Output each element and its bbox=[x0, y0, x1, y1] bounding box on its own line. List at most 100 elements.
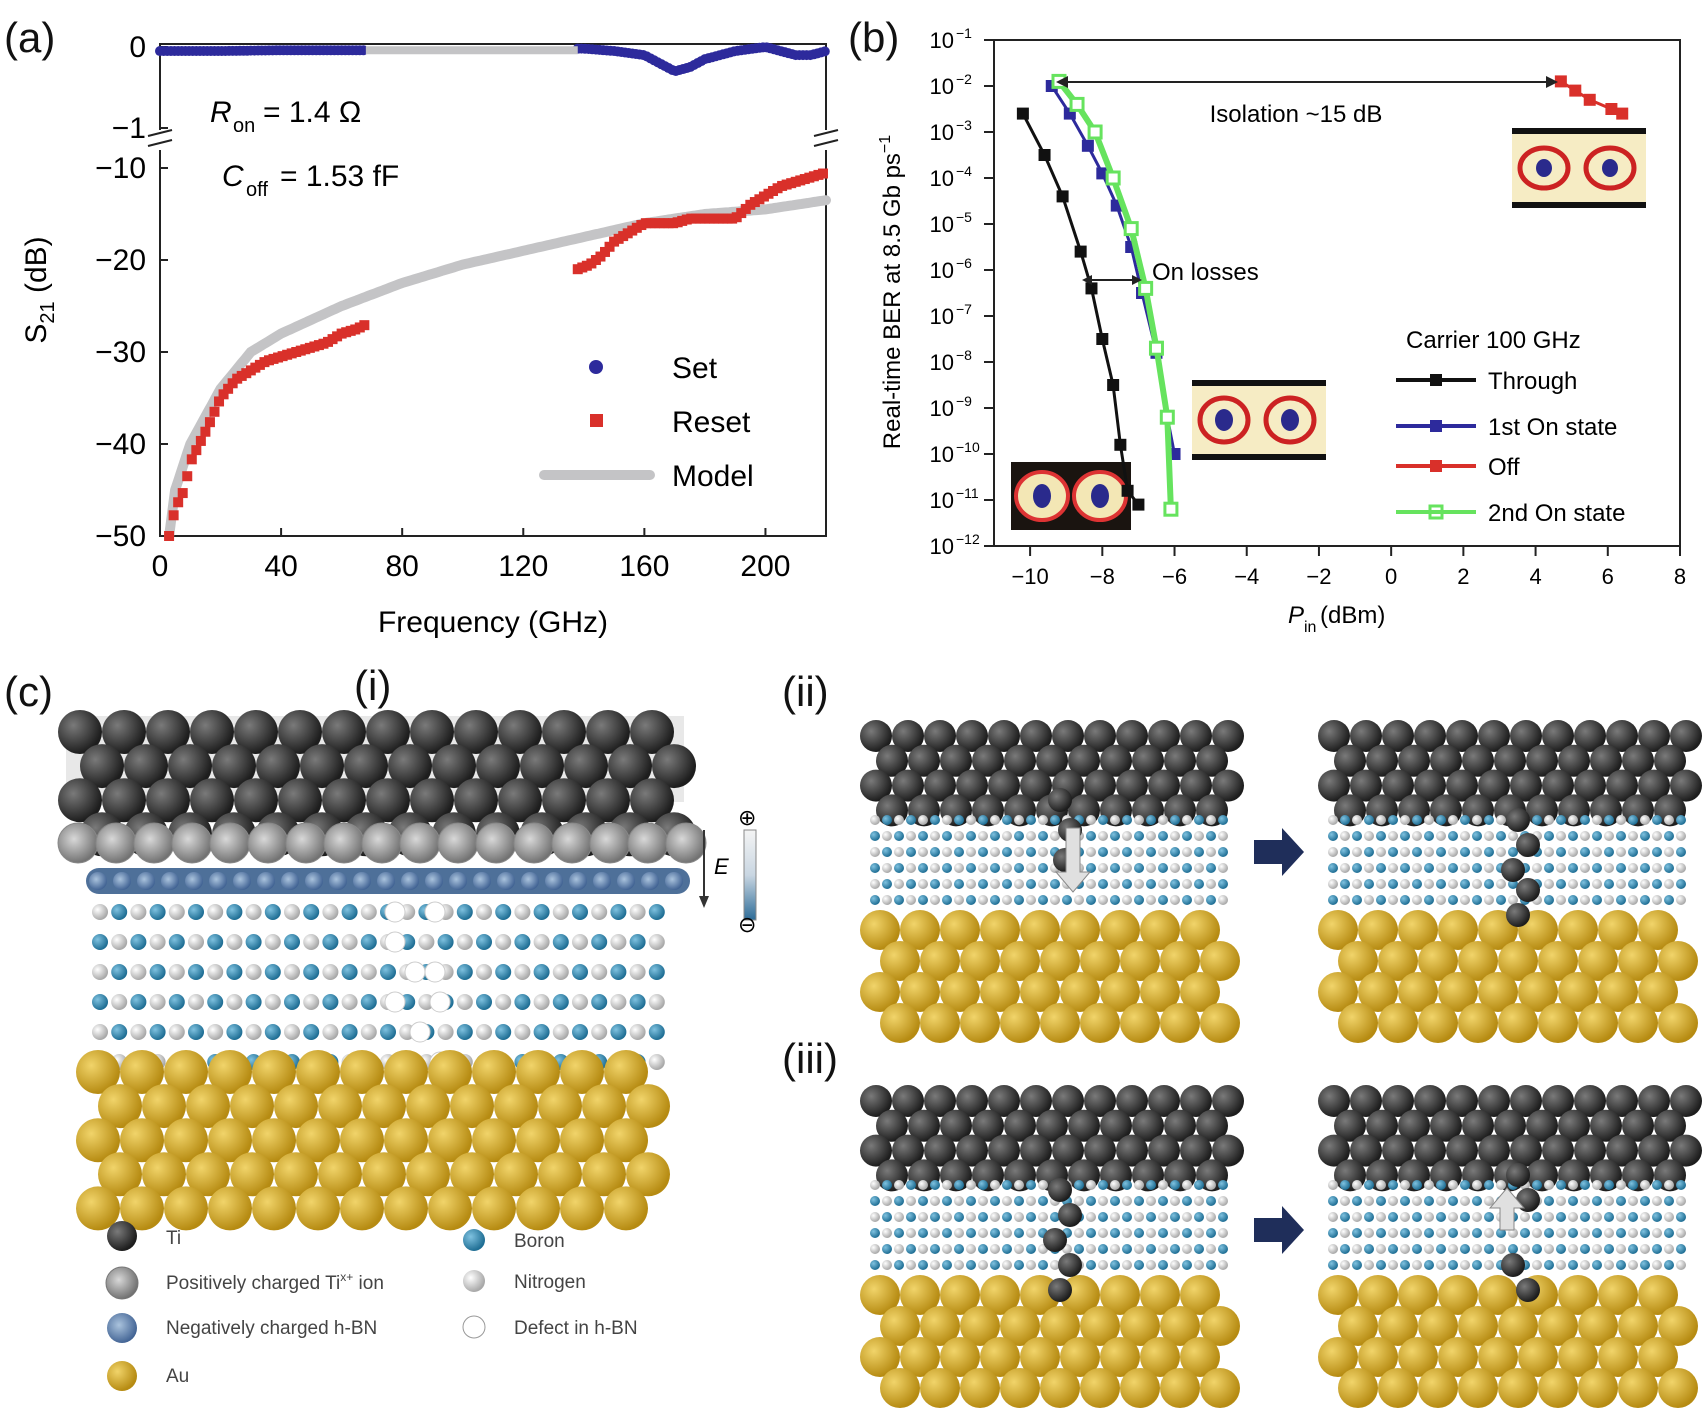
hbn-atom bbox=[1544, 895, 1554, 905]
coff-value: = 1.53 fF bbox=[280, 160, 399, 193]
series-reset-point bbox=[218, 389, 229, 400]
au-atom bbox=[1020, 1275, 1060, 1315]
hbn-atom bbox=[1508, 895, 1518, 905]
au-atom bbox=[960, 1306, 1000, 1346]
hbn-atom bbox=[930, 1260, 940, 1270]
au-atom bbox=[142, 1152, 186, 1197]
hbn-atom bbox=[1484, 1180, 1494, 1190]
hbn-atom bbox=[1170, 1212, 1180, 1222]
hbn-atom bbox=[418, 904, 435, 920]
ti-atom bbox=[1052, 1134, 1084, 1167]
hbn-atom bbox=[1218, 1228, 1228, 1238]
ti-atom bbox=[300, 744, 344, 789]
hbn-atom bbox=[476, 964, 492, 980]
hbn-atom bbox=[1376, 863, 1386, 873]
chart-b-xtick-label: −10 bbox=[1011, 564, 1048, 589]
hbn-atom bbox=[1628, 879, 1638, 889]
hbn-atom bbox=[1328, 1212, 1338, 1222]
hbn-atom bbox=[1340, 1244, 1350, 1254]
hbn-atom bbox=[1002, 1260, 1012, 1270]
legend-marker-off bbox=[1430, 460, 1442, 472]
au-atom bbox=[1378, 1003, 1418, 1043]
hbn-atom bbox=[1676, 1196, 1686, 1206]
ti-atom bbox=[1590, 744, 1622, 777]
hbn-atom bbox=[894, 1228, 904, 1238]
hbn-atom bbox=[1544, 1260, 1554, 1270]
axis-break-left-1 bbox=[147, 129, 173, 137]
au-atom bbox=[860, 910, 900, 950]
hbn-atom bbox=[1050, 879, 1060, 889]
hbn-atom bbox=[918, 1244, 928, 1254]
hbn-atom bbox=[1472, 1196, 1482, 1206]
hbn-atom bbox=[1352, 879, 1362, 889]
series-on2-point bbox=[1105, 170, 1121, 186]
hbn-atom bbox=[1424, 879, 1434, 889]
hbn-atom bbox=[1194, 879, 1204, 889]
hbn-atom bbox=[629, 934, 646, 950]
au-atom bbox=[1020, 910, 1060, 950]
hbn-atom bbox=[1134, 815, 1144, 825]
hbn-atom bbox=[978, 879, 988, 889]
ti-atom bbox=[1670, 1085, 1702, 1117]
ti-atom bbox=[1004, 794, 1036, 827]
au-atom bbox=[296, 1050, 340, 1094]
au-atom bbox=[560, 1186, 604, 1231]
legend-au-label: Au bbox=[166, 1366, 189, 1387]
au-atom bbox=[1578, 941, 1618, 981]
series-reset-point bbox=[191, 445, 202, 456]
hbn-atom bbox=[1328, 1196, 1338, 1206]
ti-atom bbox=[1622, 1159, 1654, 1192]
hbn-atom bbox=[1194, 1180, 1204, 1190]
filament-atom bbox=[1501, 858, 1525, 882]
hbn-atom bbox=[1388, 1212, 1398, 1222]
ti-atom bbox=[300, 812, 344, 857]
hbn-atom bbox=[1074, 863, 1084, 873]
au-atom bbox=[142, 1084, 186, 1129]
ti-atom bbox=[1318, 720, 1350, 752]
hbn-atom bbox=[226, 904, 243, 920]
hbn-atom bbox=[629, 1054, 646, 1070]
series-on1-point bbox=[1096, 167, 1109, 180]
hbn-atom bbox=[1556, 1196, 1566, 1206]
ti-atom bbox=[1164, 1159, 1196, 1192]
hbn-atom bbox=[111, 994, 128, 1010]
hbn-atom bbox=[894, 1196, 904, 1206]
au-atom bbox=[1200, 1003, 1240, 1043]
hbn-atom bbox=[226, 964, 243, 980]
legend-marker-on2 bbox=[1428, 504, 1444, 520]
hbn-atom bbox=[1002, 847, 1012, 857]
hbn-atom bbox=[1050, 1180, 1060, 1190]
ti-atom bbox=[1350, 720, 1382, 752]
ti-atom bbox=[1334, 1109, 1366, 1142]
au-atom bbox=[164, 1118, 208, 1163]
series-through-point bbox=[1096, 333, 1109, 345]
hbn-atom bbox=[1652, 1196, 1662, 1206]
chart-b-xlabel: P bbox=[1288, 602, 1304, 629]
hbn-atom bbox=[188, 1024, 204, 1040]
hbn-atom bbox=[918, 895, 928, 905]
hbn-atom bbox=[942, 831, 952, 841]
au-atom bbox=[920, 1306, 960, 1346]
hbn-atom bbox=[1400, 879, 1410, 889]
hbn-atom bbox=[245, 964, 262, 980]
hbn-atom bbox=[918, 1228, 928, 1238]
up-arrow-iii bbox=[1488, 1187, 1526, 1231]
au-atom bbox=[1120, 1306, 1160, 1346]
ti-atom bbox=[876, 794, 908, 827]
au-atom bbox=[1060, 910, 1100, 950]
filament-atom bbox=[1048, 788, 1072, 812]
au-atom bbox=[208, 1050, 252, 1094]
au-atom bbox=[1100, 1337, 1140, 1377]
hbn-atom bbox=[1520, 1244, 1530, 1254]
hbn-atom bbox=[1062, 831, 1072, 841]
on-losses-label: On losses bbox=[1152, 259, 1259, 286]
hbn-atom bbox=[1328, 1180, 1338, 1190]
filament-atom bbox=[1053, 848, 1077, 872]
hbn-atom bbox=[1062, 1212, 1072, 1222]
series-on2-point bbox=[1087, 124, 1103, 140]
hbn-atom bbox=[966, 879, 976, 889]
ti-atom bbox=[956, 769, 988, 802]
au-atom bbox=[1598, 1337, 1638, 1377]
hbn-atom bbox=[1496, 1212, 1506, 1222]
ti-atom bbox=[586, 778, 630, 823]
